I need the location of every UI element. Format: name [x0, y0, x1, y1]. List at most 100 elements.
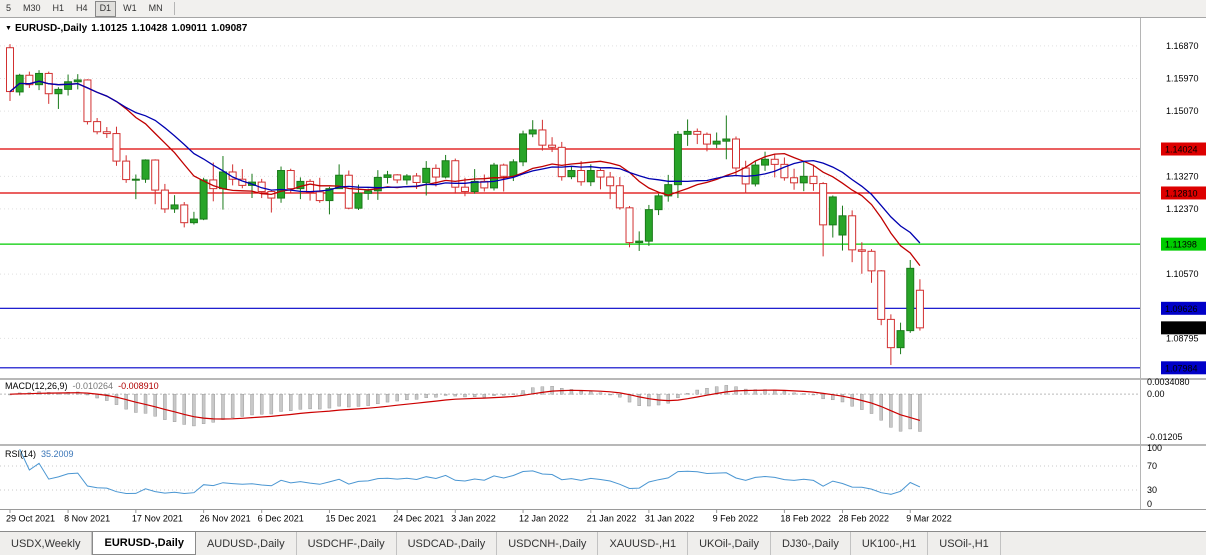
candle — [896, 322, 905, 355]
candle — [732, 136, 740, 176]
candle — [451, 158, 460, 194]
price-tag-1-14024-text: 1.14024 — [1165, 145, 1198, 155]
macd-histogram-bar — [453, 393, 457, 397]
macd-histogram-bar — [443, 393, 448, 396]
candle — [519, 130, 528, 167]
macd-histogram-bar — [366, 393, 370, 406]
macd-histogram-bar — [666, 393, 670, 404]
candle — [770, 153, 779, 178]
tab-usdchf-daily[interactable]: USDCHF-,Daily — [297, 532, 397, 555]
candle — [141, 159, 150, 183]
macd-histogram-bar — [259, 393, 264, 415]
macd-histogram-bar — [114, 393, 119, 405]
symbol-period-label: EURUSD-,Daily — [14, 23, 88, 34]
rsi-axis-label: 30 — [1147, 485, 1157, 495]
ma-slow-line — [9, 80, 921, 244]
date-axis-label: 17 Nov 2021 — [132, 514, 183, 524]
candle — [664, 174, 673, 202]
macd-histogram-bar — [434, 393, 438, 398]
panel-separator[interactable] — [0, 378, 1206, 380]
price-tag-1-14024 — [1161, 142, 1206, 156]
tab-usdcad-daily[interactable]: USDCAD-,Daily — [397, 532, 498, 555]
rsi-label: RSI(14) 35.2009 — [5, 449, 79, 459]
candle — [180, 202, 189, 228]
macd-histogram-bar — [395, 393, 399, 402]
tab-eurusd-daily[interactable]: EURUSD-,Daily — [92, 532, 196, 555]
macd-histogram-bar — [850, 393, 854, 407]
timeframe-buttons: 5 M30 H1 H4 D1 W1 MN — [0, 0, 169, 17]
price-tag-1-09626-text: 1.09626 — [1165, 304, 1198, 314]
candle — [248, 173, 256, 199]
tab-ukoil-daily[interactable]: UKOil-,Daily — [688, 532, 771, 555]
timeframe-button-m30[interactable]: M30 — [23, 2, 41, 13]
timeframe-button-w1[interactable]: W1 — [123, 2, 137, 13]
macd-main-value: -0.010264 — [72, 381, 114, 391]
price-tag-1-11398-text: 1.11398 — [1165, 240, 1197, 250]
macd-histogram-bar — [337, 393, 341, 407]
candle — [228, 164, 237, 186]
macd-histogram-bar — [385, 393, 390, 403]
candle — [460, 177, 469, 197]
macd-histogram-bar — [569, 389, 574, 395]
price-axis-label: 1.16870 — [1166, 41, 1199, 51]
timeframe-button-h4[interactable]: H4 — [76, 2, 88, 13]
candle — [886, 314, 895, 366]
candle — [335, 164, 344, 190]
macd-histogram-bar — [685, 393, 690, 395]
macd-histogram-bar — [908, 393, 912, 430]
candle — [722, 115, 731, 160]
candle — [402, 174, 411, 185]
candle — [838, 205, 847, 251]
candle — [528, 120, 537, 138]
tab-usoil-h1[interactable]: USOil-,H1 — [928, 532, 1001, 555]
candle — [654, 193, 663, 216]
candle — [93, 117, 102, 135]
macd-histogram-bar — [463, 393, 467, 398]
date-axis-label: 31 Jan 2022 — [645, 514, 695, 524]
tab-usdcnh-daily[interactable]: USDCNH-,Daily — [497, 532, 599, 555]
macd-histogram-bar — [201, 393, 206, 424]
macd-histogram-bar — [492, 393, 496, 396]
timeframe-button-mn[interactable]: MN — [148, 2, 163, 13]
tab-usdx-weekly[interactable]: USDX,Weekly — [0, 532, 93, 555]
price-tag-1-12810 — [1161, 186, 1206, 200]
macd-histogram-bar — [250, 393, 254, 416]
candle — [83, 79, 92, 125]
macd-histogram-bar — [714, 386, 719, 395]
candle — [54, 87, 63, 109]
panel-separator[interactable] — [0, 444, 1206, 446]
price-tag-1-09626 — [1161, 301, 1206, 315]
candles — [6, 44, 924, 366]
timeframe-button-h1[interactable]: H1 — [52, 2, 65, 13]
macd-histogram-bar — [405, 393, 409, 401]
macd-histogram-bar — [811, 393, 816, 396]
timeframe-button-5[interactable]: 5 — [6, 2, 12, 13]
candle — [315, 177, 324, 203]
chart-window[interactable]: 0.0034080 0.00 -0.01205 100 70 30 0 1.16870 1.15… — [0, 18, 1206, 531]
candle — [635, 231, 644, 251]
candle — [480, 174, 489, 192]
candle — [586, 164, 595, 187]
date-axis-label: 9 Mar 2022 — [906, 514, 952, 524]
candle — [828, 195, 837, 238]
macd-histogram-bar — [318, 393, 322, 410]
timeframe-button-d1[interactable]: D1 — [94, 0, 117, 17]
close-value: 1.09087 — [211, 23, 248, 34]
tab-xauusd-h1[interactable]: XAUUSD-,H1 — [598, 532, 689, 555]
macd-histogram-bar — [347, 393, 351, 408]
candle — [567, 166, 576, 180]
macd-histogram-bar — [414, 393, 419, 400]
candle — [538, 119, 547, 151]
macd-histogram-bar — [134, 393, 138, 413]
candle — [615, 177, 624, 210]
tab-dj30-daily[interactable]: DJ30-,Daily — [771, 532, 851, 555]
macd-histogram-bar — [240, 393, 245, 417]
tab-uk100-h1[interactable]: UK100-,H1 — [851, 532, 929, 555]
tab-audusd-daily[interactable]: AUDUSD-,Daily — [196, 532, 297, 555]
candle — [102, 127, 111, 138]
macd-histogram-bar — [521, 390, 525, 395]
macd-histogram-bar — [792, 392, 796, 395]
macd-histogram-bar — [540, 386, 545, 395]
price-axis-label: 1.15070 — [1166, 106, 1199, 116]
